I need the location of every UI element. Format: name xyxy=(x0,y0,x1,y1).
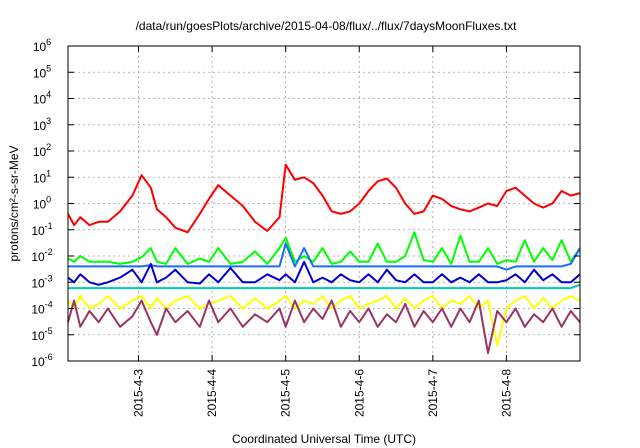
x-tick-label: 2015-4-6 xyxy=(352,369,366,417)
x-tick-label: 2015-4-8 xyxy=(499,369,513,417)
y-axis-ticks: 10-6 10-5 10-4 10-3 10-2 10-1 100 101 102 103 104 1… xyxy=(31,37,580,369)
y-tick-label: 103 xyxy=(33,116,51,133)
series-line-2 xyxy=(68,242,581,271)
series-line-0 xyxy=(67,163,581,234)
y-tick-label: 10-1 xyxy=(31,221,52,238)
x-tick-label: 2015-4-4 xyxy=(205,369,219,417)
y-tick-label: 101 xyxy=(33,168,51,185)
series-line-3 xyxy=(67,260,581,286)
y-tick-label: 10-4 xyxy=(31,300,52,317)
series-line-4 xyxy=(68,283,581,290)
y-tick-label: 105 xyxy=(33,63,51,80)
x-axis-label: Coordinated Universal Time (UTC) xyxy=(232,432,416,446)
y-axis-label: protons/cm²-s-sr-MeV xyxy=(7,145,21,261)
series-line-5 xyxy=(67,295,581,347)
grid-lines xyxy=(68,46,580,361)
x-axis-ticks: 2015-4-3 2015-4-4 2015-4-5 2015-4-6 2015-4-7… xyxy=(132,46,513,417)
x-tick-label: 2015-4-7 xyxy=(426,369,440,417)
y-tick-label: 10-2 xyxy=(31,247,52,264)
y-tick-label: 100 xyxy=(33,195,51,212)
y-tick-label: 10-6 xyxy=(31,352,52,369)
series-line-1 xyxy=(67,231,581,265)
x-tick-label: 2015-4-3 xyxy=(132,369,146,417)
chart-title: /data/run/goesPlots/archive/2015-04-08/f… xyxy=(136,19,518,33)
series-lines xyxy=(67,163,581,355)
y-tick-label: 106 xyxy=(33,37,51,54)
series-line-6 xyxy=(67,299,581,355)
y-tick-label: 102 xyxy=(33,142,51,159)
y-tick-label: 10-3 xyxy=(31,273,52,290)
x-tick-label: 2015-4-5 xyxy=(279,369,293,417)
y-tick-label: 104 xyxy=(33,90,51,107)
y-tick-label: 10-5 xyxy=(31,326,52,343)
